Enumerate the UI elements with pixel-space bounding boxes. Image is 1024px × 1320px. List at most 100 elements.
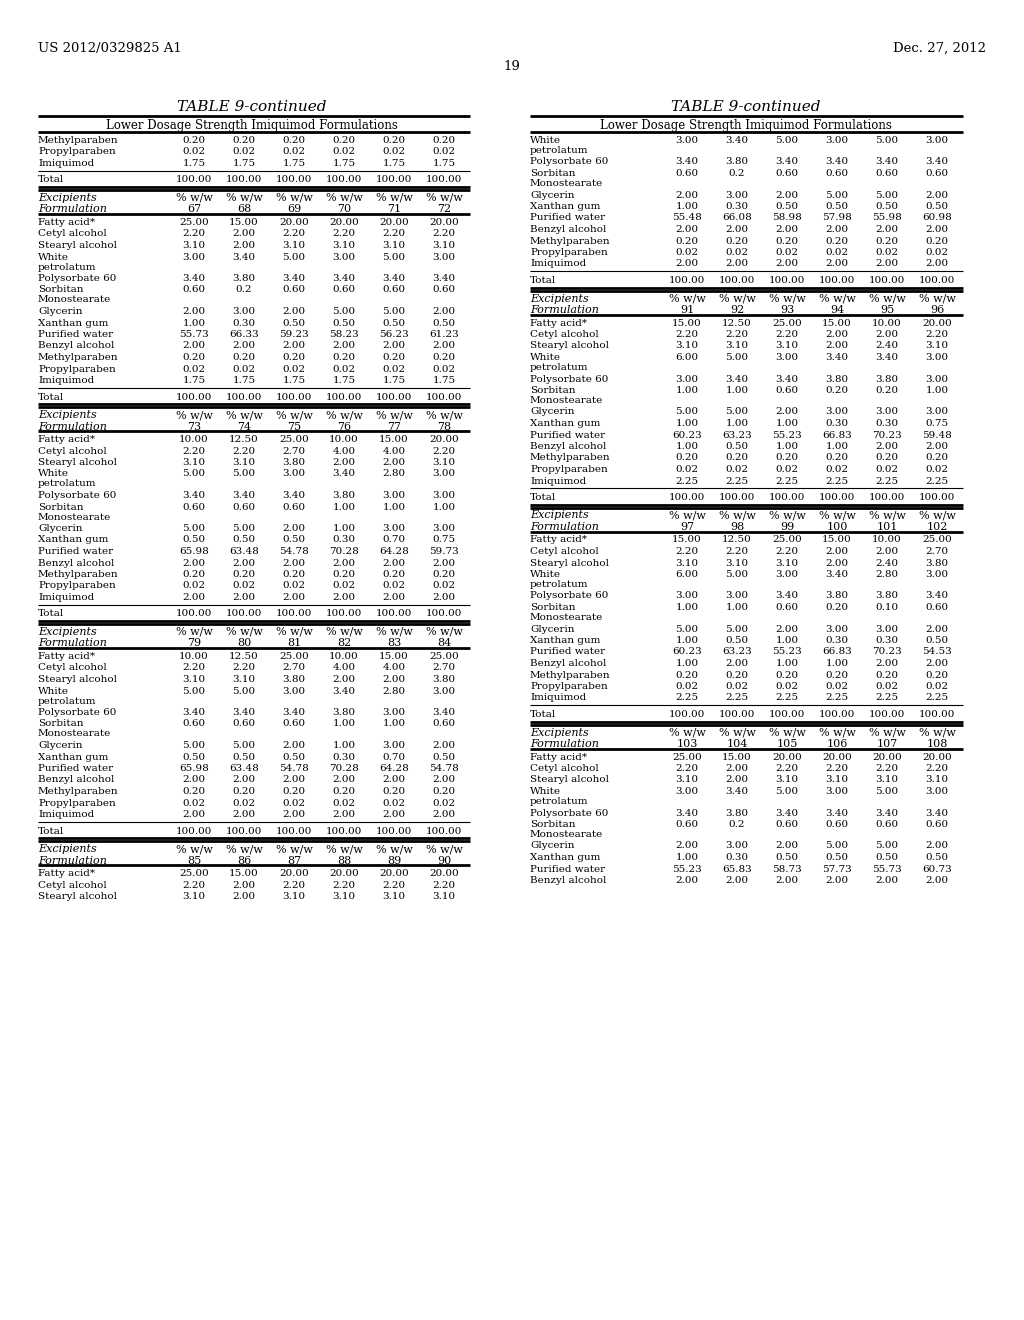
Text: 0.50: 0.50 — [876, 853, 899, 862]
Text: 2.00: 2.00 — [676, 190, 698, 199]
Text: 2.20: 2.20 — [725, 546, 749, 556]
Text: 2.00: 2.00 — [825, 224, 849, 234]
Text: Propylparaben: Propylparaben — [38, 364, 116, 374]
Text: 3.40: 3.40 — [333, 686, 355, 696]
Text: 12.50: 12.50 — [229, 652, 259, 661]
Text: % w/w: % w/w — [818, 511, 855, 520]
Text: 66.08: 66.08 — [722, 214, 752, 223]
Text: 61.23: 61.23 — [429, 330, 459, 339]
Text: petrolatum: petrolatum — [530, 579, 589, 589]
Text: 59.23: 59.23 — [280, 330, 309, 339]
Text: 1.75: 1.75 — [283, 376, 305, 385]
Text: 86: 86 — [237, 855, 251, 866]
Text: 2.00: 2.00 — [283, 558, 305, 568]
Text: 96: 96 — [930, 305, 944, 315]
Text: 2.20: 2.20 — [825, 764, 849, 774]
Text: Formulation: Formulation — [530, 305, 599, 315]
Text: 3.00: 3.00 — [676, 787, 698, 796]
Text: 3.40: 3.40 — [333, 470, 355, 479]
Text: 0.20: 0.20 — [283, 787, 305, 796]
Text: 3.10: 3.10 — [725, 558, 749, 568]
Text: 1.00: 1.00 — [775, 418, 799, 428]
Text: Polysorbate 60: Polysorbate 60 — [530, 157, 608, 166]
Text: % w/w: % w/w — [376, 627, 413, 638]
Text: 2.25: 2.25 — [725, 693, 749, 702]
Text: % w/w: % w/w — [868, 511, 905, 520]
Text: 0.02: 0.02 — [725, 248, 749, 257]
Text: 58.73: 58.73 — [772, 865, 802, 874]
Text: 3.00: 3.00 — [926, 352, 948, 362]
Text: petrolatum: petrolatum — [530, 147, 589, 154]
Text: 55.98: 55.98 — [872, 214, 902, 223]
Text: 92: 92 — [730, 305, 744, 315]
Text: 58.98: 58.98 — [772, 214, 802, 223]
Text: Benzyl alcohol: Benzyl alcohol — [530, 659, 606, 668]
Text: 100.00: 100.00 — [819, 276, 855, 285]
Text: Total: Total — [38, 392, 65, 401]
Text: 100.00: 100.00 — [326, 610, 362, 619]
Text: 107: 107 — [877, 739, 898, 748]
Text: 0.20: 0.20 — [676, 454, 698, 462]
Text: 67: 67 — [187, 205, 201, 214]
Text: 0.60: 0.60 — [432, 285, 456, 294]
Text: Sorbitan: Sorbitan — [530, 385, 575, 395]
Text: 2.80: 2.80 — [876, 570, 899, 579]
Text: 2.00: 2.00 — [876, 224, 899, 234]
Text: 0.60: 0.60 — [432, 719, 456, 729]
Text: 2.00: 2.00 — [432, 741, 456, 750]
Text: 20.00: 20.00 — [379, 218, 409, 227]
Text: Total: Total — [530, 710, 556, 719]
Text: petrolatum: petrolatum — [38, 479, 96, 488]
Text: 5.00: 5.00 — [876, 136, 899, 145]
Text: Imiquimod: Imiquimod — [38, 376, 94, 385]
Text: Formulation: Formulation — [38, 205, 106, 214]
Text: % w/w: % w/w — [669, 293, 706, 304]
Text: % w/w: % w/w — [719, 293, 756, 304]
Text: % w/w: % w/w — [919, 293, 955, 304]
Text: 0.60: 0.60 — [926, 169, 948, 178]
Text: 0.02: 0.02 — [283, 799, 305, 808]
Text: 2.00: 2.00 — [676, 260, 698, 268]
Text: 2.00: 2.00 — [333, 593, 355, 602]
Text: 2.20: 2.20 — [676, 764, 698, 774]
Text: 0.30: 0.30 — [725, 202, 749, 211]
Text: 5.00: 5.00 — [825, 190, 849, 199]
Text: 0.02: 0.02 — [182, 799, 206, 808]
Text: 2.00: 2.00 — [775, 260, 799, 268]
Text: 0.30: 0.30 — [876, 636, 899, 645]
Text: 3.40: 3.40 — [283, 708, 305, 717]
Text: 55.23: 55.23 — [672, 865, 701, 874]
Text: 15.00: 15.00 — [229, 218, 259, 227]
Text: 3.40: 3.40 — [232, 252, 256, 261]
Text: Glycerin: Glycerin — [38, 308, 83, 315]
Text: 0.20: 0.20 — [876, 454, 899, 462]
Text: 103: 103 — [676, 739, 697, 748]
Text: TABLE 9-continued: TABLE 9-continued — [672, 100, 821, 114]
Text: 3.10: 3.10 — [825, 776, 849, 784]
Text: 2.00: 2.00 — [926, 224, 948, 234]
Text: 0.50: 0.50 — [432, 318, 456, 327]
Text: 2.00: 2.00 — [432, 558, 456, 568]
Text: 3.40: 3.40 — [676, 157, 698, 166]
Text: 3.10: 3.10 — [926, 342, 948, 351]
Text: 3.10: 3.10 — [182, 675, 206, 684]
Text: 2.00: 2.00 — [926, 659, 948, 668]
Text: 2.00: 2.00 — [775, 224, 799, 234]
Text: 1.75: 1.75 — [382, 158, 406, 168]
Text: 100.00: 100.00 — [719, 276, 755, 285]
Text: 25.00: 25.00 — [280, 436, 309, 444]
Text: 57.98: 57.98 — [822, 214, 852, 223]
Text: 1.00: 1.00 — [676, 202, 698, 211]
Text: 0.75: 0.75 — [926, 418, 948, 428]
Text: 5.00: 5.00 — [825, 842, 849, 850]
Text: 2.00: 2.00 — [232, 892, 256, 902]
Text: 100.00: 100.00 — [226, 826, 262, 836]
Text: 66.83: 66.83 — [822, 430, 852, 440]
Text: 0.50: 0.50 — [725, 636, 749, 645]
Text: 12.50: 12.50 — [722, 536, 752, 544]
Text: 2.00: 2.00 — [725, 659, 749, 668]
Text: % w/w: % w/w — [426, 193, 463, 203]
Text: 0.02: 0.02 — [333, 799, 355, 808]
Text: 3.40: 3.40 — [725, 787, 749, 796]
Text: 100.00: 100.00 — [376, 610, 413, 619]
